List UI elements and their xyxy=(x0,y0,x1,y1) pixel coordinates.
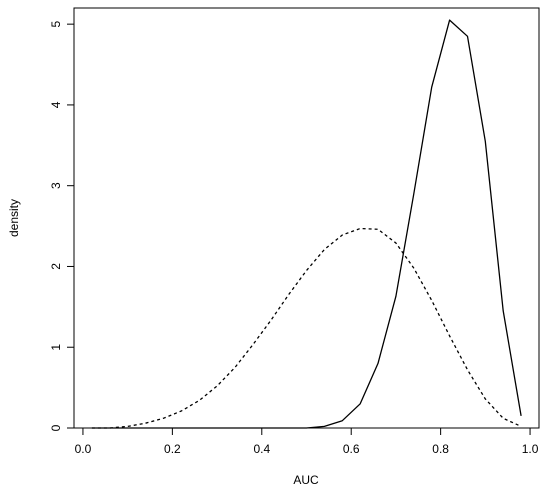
x-tick-label: 0.2 xyxy=(164,442,181,456)
x-axis-title: AUC xyxy=(293,473,319,487)
y-tick-label: 0 xyxy=(49,424,63,431)
x-axis: 0.0 0.2 0.4 0.6 0.8 1.0 xyxy=(75,427,539,456)
plot-frame xyxy=(73,7,540,429)
series-layer xyxy=(91,19,522,429)
x-tick-label: 0.8 xyxy=(432,442,449,456)
y-tick-label: 3 xyxy=(49,182,63,189)
y-axis: 0 1 2 3 4 5 xyxy=(49,20,75,431)
series-line-solid xyxy=(91,19,522,429)
y-tick-label: 1 xyxy=(49,344,63,351)
x-tick-label: 1.0 xyxy=(522,442,539,456)
y-axis-title: density xyxy=(7,199,21,237)
x-tick-label: 0.6 xyxy=(343,442,360,456)
x-tick-label: 0.4 xyxy=(253,442,270,456)
y-tick-label: 4 xyxy=(49,101,63,108)
y-tick-label: 5 xyxy=(49,20,63,27)
x-tick-label: 0.0 xyxy=(75,442,92,456)
series-line-dashed xyxy=(91,227,522,429)
y-tick-label: 2 xyxy=(49,263,63,270)
